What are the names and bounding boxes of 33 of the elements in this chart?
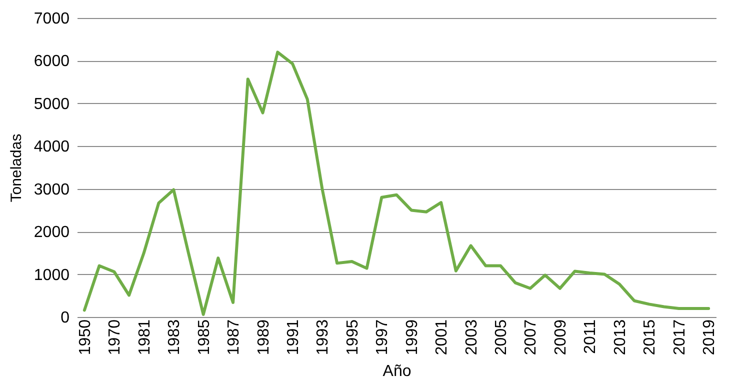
x-tick-label: 2017 (671, 319, 688, 356)
x-tick-label: 2005 (493, 319, 510, 356)
x-tick-label: 2001 (434, 319, 451, 356)
x-tick-label: 2007 (522, 319, 540, 356)
x-tick-label: 1985 (196, 319, 213, 356)
y-tick-label: 2000 (34, 224, 70, 242)
x-tick-label: 2009 (552, 319, 570, 356)
y-tick-label: 3000 (34, 181, 70, 198)
x-tick-label: 1997 (374, 319, 392, 356)
x-tick-label: 1993 (314, 319, 332, 356)
y-tick-label: 5000 (34, 96, 70, 113)
x-tick-label: 1981 (136, 319, 154, 356)
y-tick-label: 6000 (34, 53, 70, 70)
x-tick-label: 1989 (255, 319, 272, 356)
x-tick-label: 2019 (701, 319, 718, 356)
line-series (82, 50, 710, 316)
x-tick-label: 1995 (344, 319, 362, 356)
x-tick-label: 1991 (284, 319, 302, 356)
x-tick-label: 1987 (226, 319, 243, 356)
x-tick-label: 1999 (404, 319, 421, 356)
x-tick-label: 1970 (106, 319, 124, 356)
x-tick-label: 1983 (166, 319, 184, 356)
y-axis-title: Toneladas (8, 134, 25, 202)
y-tick-label: 1000 (34, 266, 70, 284)
x-tick-label: 1950 (76, 319, 94, 356)
y-tick-label: 4000 (34, 138, 70, 156)
x-axis-title: Año (382, 363, 412, 380)
x-tick-label: 2013 (612, 319, 629, 356)
x-tick-label: 2015 (642, 319, 659, 356)
x-tick-label: 2003 (463, 319, 480, 356)
y-tick-label: 0 (60, 310, 70, 326)
x-tick-label: 2011 (582, 319, 600, 354)
y-tick-label: 7000 (34, 10, 70, 28)
